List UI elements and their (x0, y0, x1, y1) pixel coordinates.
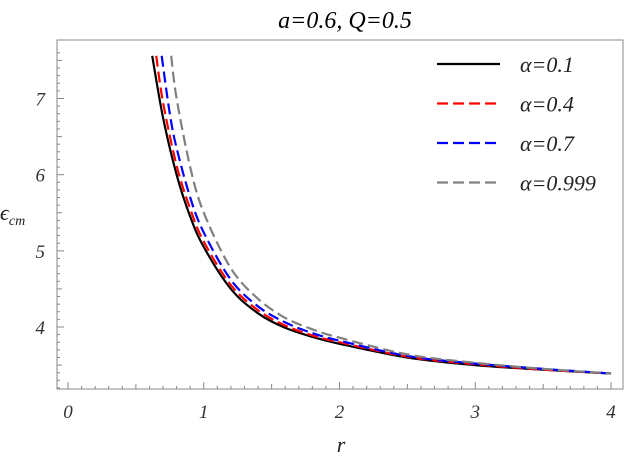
axis-ticks (57, 52, 612, 389)
y-tick-labels: 4 5 6 7 (36, 90, 47, 340)
series-line-4 (170, 55, 612, 375)
curves (151, 55, 612, 375)
y-tick-label: 5 (36, 242, 46, 263)
legend-label: α=0.1 (520, 52, 574, 77)
series-line-3 (160, 55, 612, 375)
x-tick-label: 2 (335, 402, 345, 423)
x-tick-label: 0 (63, 402, 73, 423)
x-axis-label: r (337, 432, 346, 457)
y-tick-label: 7 (36, 90, 47, 111)
x-tick-label: 3 (470, 402, 481, 423)
y-axis-label-main: ϵ (0, 200, 10, 225)
legend-label: α=0.7 (520, 131, 575, 156)
x-tick-label: 4 (606, 402, 616, 423)
x-tick-label: 1 (199, 402, 209, 423)
y-tick-label: 6 (36, 166, 46, 187)
legend: α=0.1 α=0.4 α=0.7 α=0.999 (437, 52, 596, 196)
y-tick-label: 4 (36, 318, 46, 339)
legend-label: α=0.4 (520, 92, 574, 117)
y-axis-label: ϵcm (0, 200, 25, 229)
x-tick-labels: 0 1 2 3 4 (63, 402, 616, 423)
y-axis-label-sub: cm (9, 214, 25, 229)
chart-title: a=0.6, Q=0.5 (278, 8, 412, 34)
legend-label: α=0.999 (520, 171, 596, 196)
